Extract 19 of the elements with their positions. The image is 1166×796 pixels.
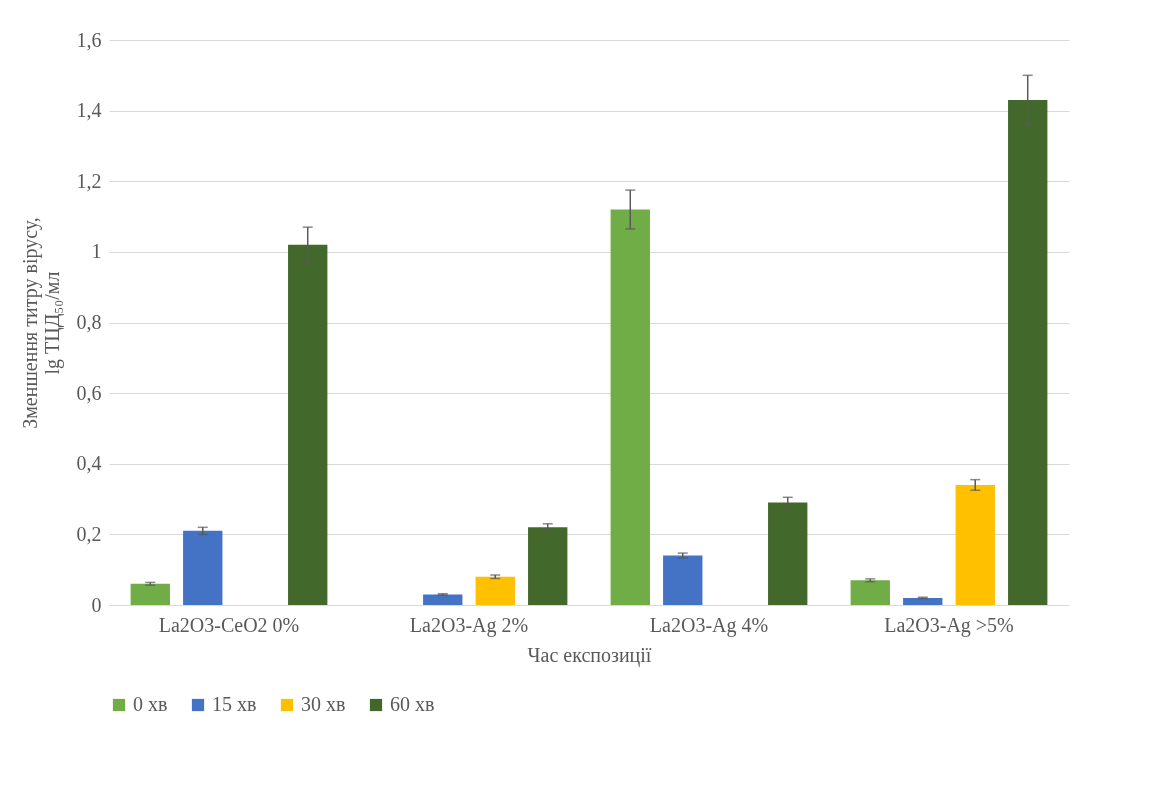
legend-label: 0 хв xyxy=(133,693,168,715)
x-tick-label: La2O3-CeO2 0% xyxy=(158,613,300,636)
y-tick-label: 1,4 xyxy=(76,99,102,122)
y-axis-title: Зменшення титру вірусу, lg ТЦД₅₀/мл xyxy=(18,217,64,429)
x-tick-label: La2O3-Ag 2% xyxy=(409,613,529,637)
x-tick-label: La2O3-Ag >5% xyxy=(884,613,1014,637)
y-tick-label: 1,6 xyxy=(76,28,102,51)
legend-label: 30 хв xyxy=(301,693,346,715)
x-tick-label: La2O3-Ag 4% xyxy=(649,613,769,637)
y-tick-label: 1,2 xyxy=(76,169,102,192)
y-tick-label: 0 xyxy=(91,593,102,616)
legend-label: 60 хв xyxy=(390,693,435,715)
x-axis-title: Час експозиції xyxy=(527,643,652,667)
y-tick-label: 1 xyxy=(91,240,102,263)
legend-label: 15 хв xyxy=(212,693,257,715)
y-tick-label: 0,2 xyxy=(76,522,102,545)
y-tick-label: 0,6 xyxy=(76,381,102,404)
y-tick-label: 0,8 xyxy=(76,311,102,333)
y-tick-label: 0,4 xyxy=(76,452,102,475)
